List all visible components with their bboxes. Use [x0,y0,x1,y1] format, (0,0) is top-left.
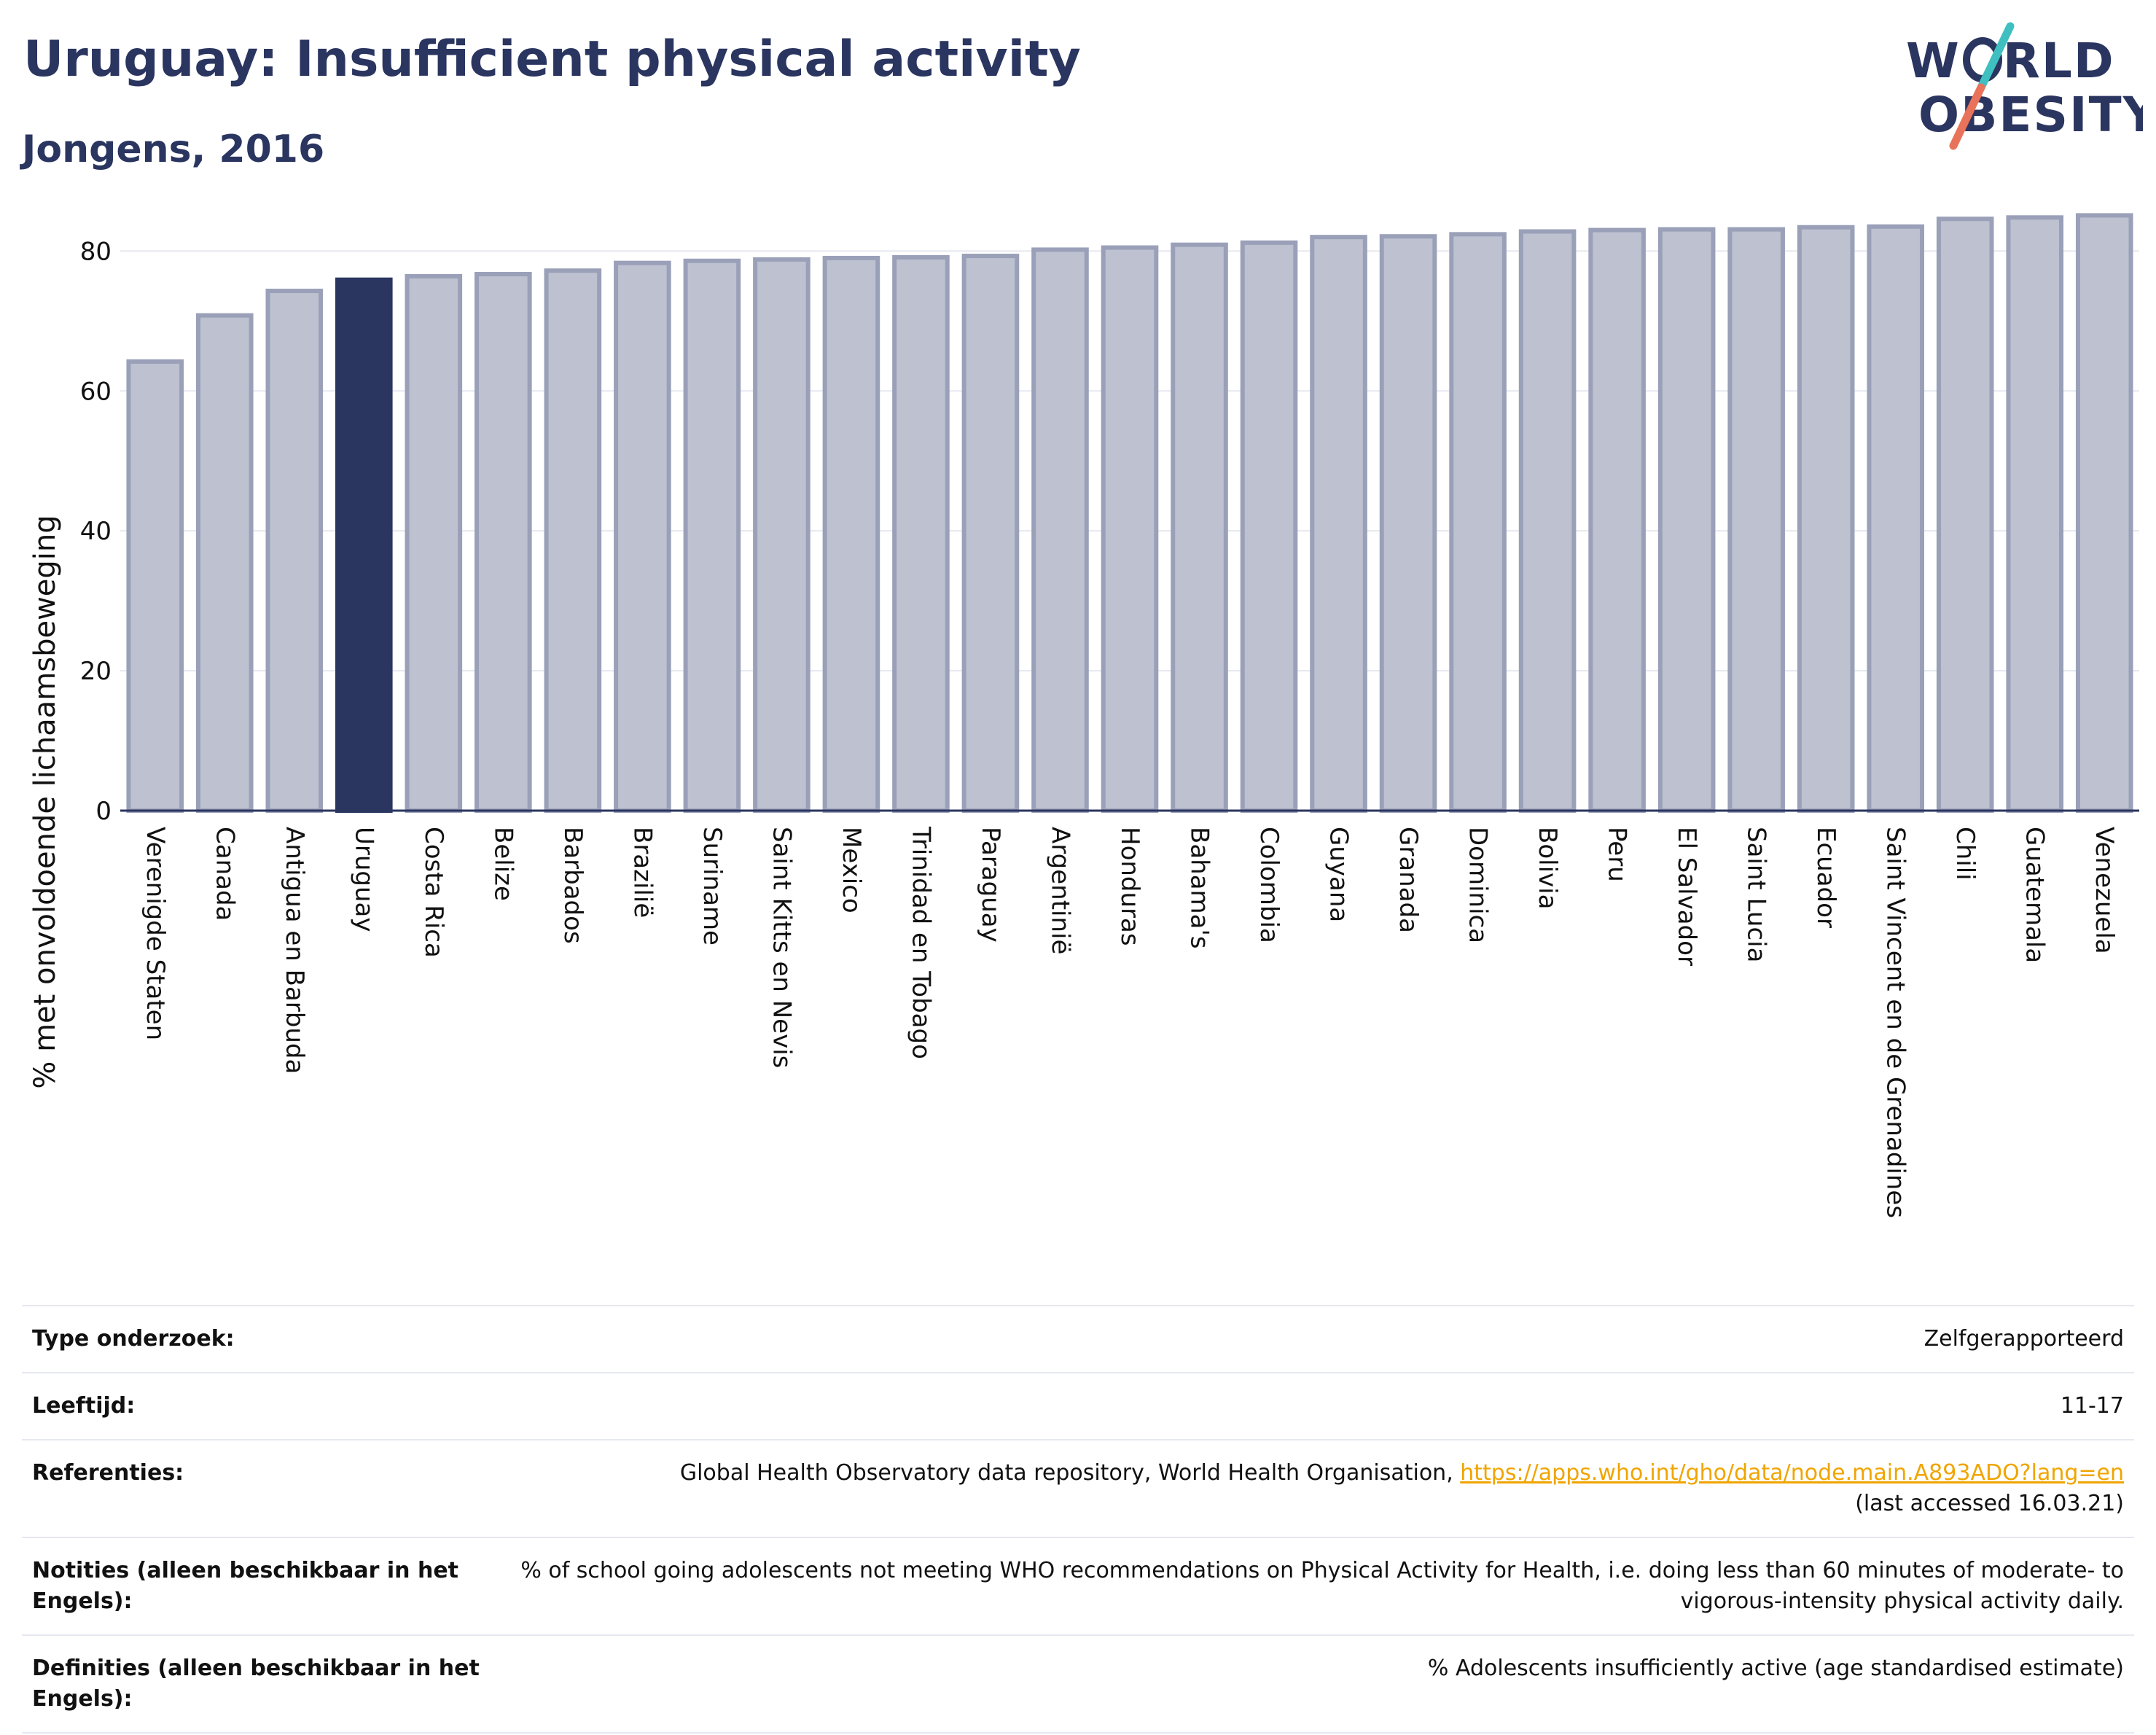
x-tick-label: Chili [1950,827,1980,881]
reference-text: Global Health Observatory data repositor… [679,1460,1461,1486]
x-tick-label: Mexico [837,827,866,913]
x-tick-label: Belize [488,827,517,901]
x-tick-label: Argentinië [1045,827,1074,954]
meta-row-notes: Notities (alleen beschikbaar in het Enge… [22,1537,2134,1635]
x-tick-label: Trinidad en Tobago [906,826,935,1059]
x-tick-label: Peru [1603,827,1632,882]
svg-text:W: W [1906,33,1961,89]
bar-bahama-s [1171,242,1228,814]
meta-row-references: Referenties: Global Health Observatory d… [22,1440,2134,1537]
x-tick-label: Canada [210,827,239,921]
x-tick-label: Antigua en Barbuda [280,827,309,1074]
bar-colombia [1240,240,1298,813]
y-tick-label: 60 [80,377,112,406]
x-tick-label: Granada [1394,827,1423,933]
bar-el-salvador [1657,227,1716,814]
meta-value-references: Global Health Observatory data repositor… [509,1440,2134,1537]
bar-saint-lucia [1727,227,1785,814]
y-tick-label: 80 [80,237,112,266]
bar-uruguay [335,277,393,813]
reference-link[interactable]: https://apps.who.int/gho/data/node.main.… [1460,1460,2124,1486]
bar-venezuela [2075,213,2133,813]
bar-chili [1936,217,1994,813]
bar-barbados [544,268,602,813]
y-tick-label: 20 [80,657,112,686]
bar-antigua-en-barbuda [265,289,324,813]
bar-guyana [1310,235,1367,814]
page-title: Uruguay: Insufficient physical activity [23,31,1081,88]
bar-dominica [1449,232,1507,813]
x-tick-label: Uruguay [349,827,378,932]
y-tick-label: 0 [95,797,112,826]
meta-key: Type onderzoek: [32,1326,235,1352]
meta-value: 11-17 [2060,1393,2124,1419]
bar-chart: 0 20 40 60 80 Verenigde Staten Canada Antigua … [80,213,2139,1218]
x-tick-label: Verenigde Staten [141,827,170,1040]
x-tick-label: Saint Lucia [1742,827,1771,962]
bar-honduras [1101,245,1159,814]
svg-text:RLD: RLD [2003,33,2115,89]
x-tick-label: El Salvador [1672,827,1701,966]
meta-value: % of school going adolescents not meetin… [520,1558,2124,1614]
bar-bolivia [1518,229,1577,813]
meta-row-definitions: Definities (alleen beschikbaar in het En… [22,1635,2134,1733]
x-tick-label: Honduras [1115,827,1144,946]
bar-argentini- [1031,247,1089,814]
meta-key: Notities (alleen beschikbaar in het Enge… [32,1558,459,1614]
metadata-table: Type onderzoek: Zelfgerapporteerd Leefti… [22,1305,2134,1734]
x-tick-label: Bahama's [1185,827,1214,949]
meta-key: Referenties: [32,1460,184,1486]
meta-value: % Adolescents insufficiently active (age… [1427,1656,2124,1681]
x-tick-label: Bolivia [1533,827,1562,909]
bar-verenigde-staten [126,359,184,813]
bar-saint-kitts-en-nevis [753,257,811,813]
bar-brazili- [614,260,671,813]
x-tick-label: Barbados [558,827,587,944]
x-tick-label: Dominica [1464,827,1493,943]
bar-peru [1588,227,1646,813]
bar-suriname [683,258,741,813]
x-tick-label: Venezuela [2090,827,2119,954]
bar-guatemala [2006,215,2064,813]
reference-accessed: (last accessed 16.03.21) [1855,1491,2124,1516]
meta-key: Leeftijd: [32,1393,136,1419]
x-tick-label: Guyana [1324,827,1354,922]
meta-key: Definities (alleen beschikbaar in het En… [32,1656,480,1712]
bar-paraguay [961,254,1020,813]
page-subtitle: Jongens, 2016 [22,128,325,171]
bar-trinidad-en-tobago [892,254,950,814]
world-obesity-logo: W RLD OBESITY [1906,22,2143,150]
x-tick-label: Colombia [1254,827,1284,943]
x-tick-label: Saint Kitts en Nevis [767,827,796,1068]
x-tick-label: Paraguay [976,827,1005,943]
bar-saint-vincent-en-de-grenadines [1867,224,1924,813]
x-tick-label: Ecuador [1811,827,1840,928]
bar-granada [1379,234,1437,813]
meta-row-age: Leeftijd: 11-17 [22,1373,2134,1440]
bar-ecuador [1797,225,1855,814]
x-tick-label: Saint Vincent en de Grenadines [1881,827,1910,1218]
bar-canada [195,313,254,814]
bar-belize [474,272,532,813]
x-tick-label: Guatemala [2020,827,2050,963]
x-tick-label: Costa Rica [419,827,448,958]
x-tick-label: Brazilië [628,827,657,918]
bar-costa-rica [405,273,463,813]
meta-row-survey-type: Type onderzoek: Zelfgerapporteerd [22,1306,2134,1373]
bar-mexico [822,255,880,813]
y-tick-label: 40 [80,517,112,546]
x-tick-label: Suriname [698,827,727,946]
meta-value: Zelfgerapporteerd [1923,1326,2124,1352]
